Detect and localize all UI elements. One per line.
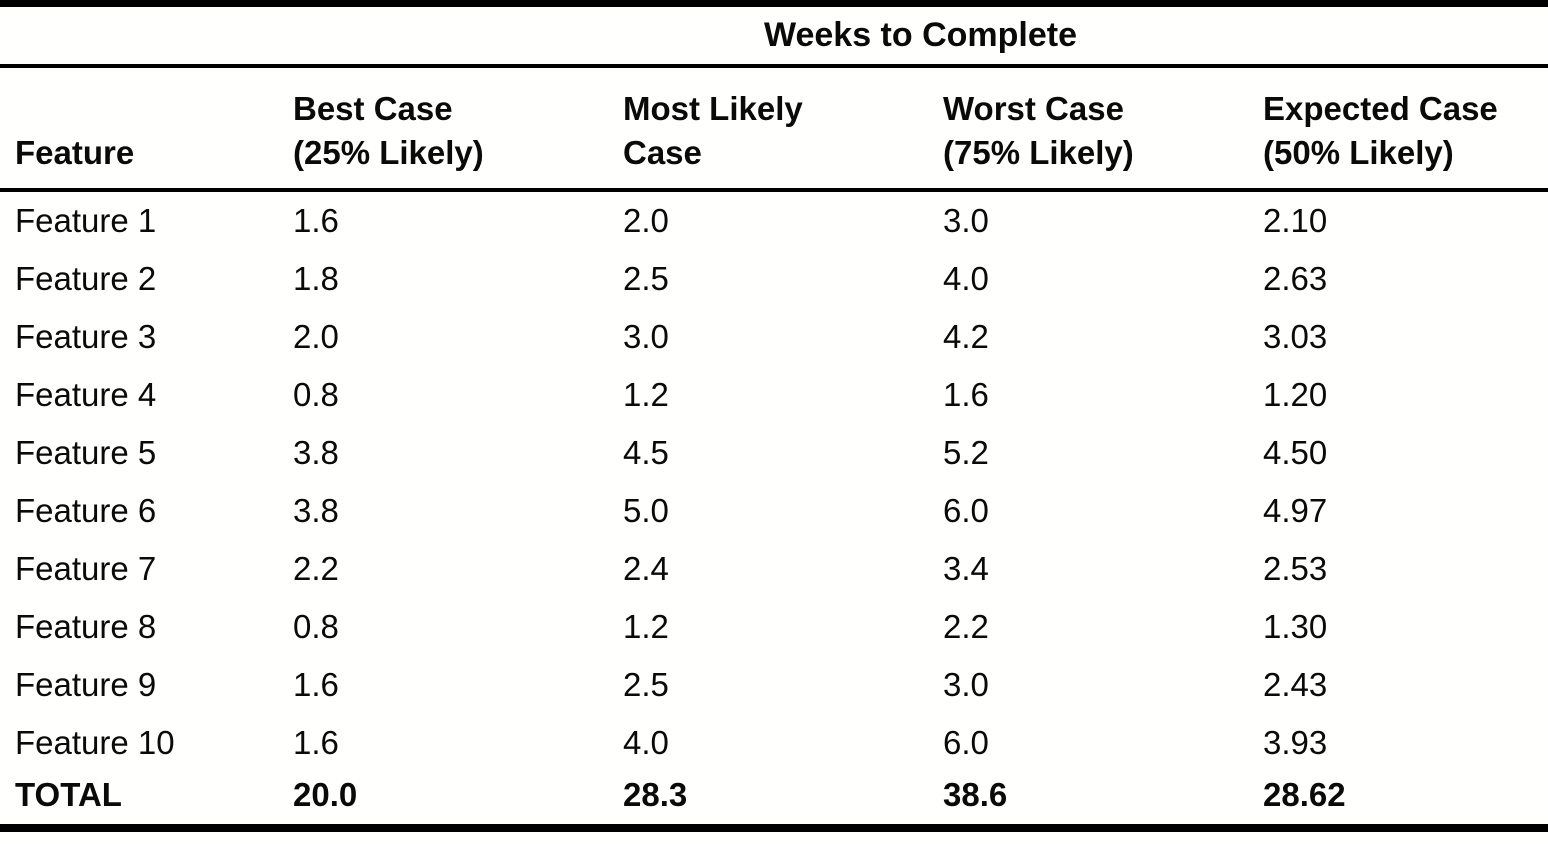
feature-cell: Feature 1 xyxy=(15,202,157,239)
total-row: TOTAL 20.0 28.3 38.6 28.62 xyxy=(0,772,1548,832)
col-header-most-likely-case: Most Likely Case xyxy=(623,66,943,192)
col-header-best-case-line1: Best Case xyxy=(293,89,453,127)
most-likely-cell: 4.5 xyxy=(623,434,669,471)
feature-cell: Feature 3 xyxy=(15,318,157,355)
worst-case-cell: 2.2 xyxy=(943,608,989,645)
feature-cell: Feature 10 xyxy=(15,724,175,761)
total-likely-cell: 28.3 xyxy=(623,772,943,832)
worst-case-cell: 4.2 xyxy=(943,318,989,355)
col-header-best-case: Best Case (25% Likely) xyxy=(293,66,623,192)
table-row: Feature 8 0.8 1.2 2.2 1.30 xyxy=(0,598,1548,656)
worst-case-cell: 3.0 xyxy=(943,666,989,703)
corner-cell xyxy=(0,0,293,68)
table-row: Feature 9 1.6 2.5 3.0 2.43 xyxy=(0,656,1548,714)
feature-cell: Feature 9 xyxy=(15,666,157,703)
total-expected-cell: 28.62 xyxy=(1263,772,1548,832)
most-likely-cell: 2.5 xyxy=(623,666,669,703)
most-likely-cell: 2.5 xyxy=(623,260,669,297)
most-likely-cell: 1.2 xyxy=(623,376,669,413)
col-header-worst-case: Worst Case (75% Likely) xyxy=(943,66,1263,192)
expected-case-cell: 1.30 xyxy=(1263,608,1328,645)
table-row: Feature 2 1.8 2.5 4.0 2.63 xyxy=(0,250,1548,308)
feature-cell: Feature 5 xyxy=(15,434,157,471)
table-row: Feature 1 1.6 2.0 3.0 2.10 xyxy=(0,190,1548,250)
worst-case-cell: 3.0 xyxy=(943,202,989,239)
most-likely-cell: 5.0 xyxy=(623,492,669,529)
worst-case-cell: 1.6 xyxy=(943,376,989,413)
best-case-cell: 0.8 xyxy=(293,376,339,413)
col-header-worst-case-line2: (75% Likely) xyxy=(943,134,1134,172)
col-header-feature-label: Feature xyxy=(15,134,135,172)
spanning-header-row: Weeks to Complete xyxy=(0,0,1548,68)
most-likely-cell: 2.0 xyxy=(623,202,669,239)
col-header-expected-case-line1: Expected Case xyxy=(1263,89,1498,127)
most-likely-cell: 2.4 xyxy=(623,550,669,587)
best-case-cell: 1.6 xyxy=(293,202,339,239)
most-likely-cell: 4.0 xyxy=(623,724,669,761)
table-body: Feature 1 1.6 2.0 3.0 2.10 Feature 2 1.8… xyxy=(0,190,1548,772)
feature-cell: Feature 4 xyxy=(15,376,157,413)
worst-case-cell: 4.0 xyxy=(943,260,989,297)
total-best-cell: 20.0 xyxy=(293,772,623,832)
table-title: Weeks to Complete xyxy=(293,0,1548,68)
expected-case-cell: 4.50 xyxy=(1263,434,1328,471)
worst-case-cell: 5.2 xyxy=(943,434,989,471)
expected-case-cell: 2.43 xyxy=(1263,666,1328,703)
expected-case-cell: 3.93 xyxy=(1263,724,1328,761)
col-header-worst-case-line1: Worst Case xyxy=(943,89,1124,127)
column-header-row: Feature Best Case (25% Likely) Most Like… xyxy=(0,66,1548,192)
total-label-cell: TOTAL xyxy=(0,772,293,832)
col-header-feature: Feature xyxy=(0,66,293,192)
table-row: Feature 7 2.2 2.4 3.4 2.53 xyxy=(0,540,1548,598)
table-row: Feature 10 1.6 4.0 6.0 3.93 xyxy=(0,714,1548,772)
worst-case-cell: 3.4 xyxy=(943,550,989,587)
col-header-most-likely-line2: Case xyxy=(623,134,702,172)
expected-case-cell: 3.03 xyxy=(1263,318,1328,355)
worst-case-cell: 6.0 xyxy=(943,492,989,529)
table-row: Feature 4 0.8 1.2 1.6 1.20 xyxy=(0,366,1548,424)
best-case-cell: 2.0 xyxy=(293,318,339,355)
expected-case-cell: 2.53 xyxy=(1263,550,1328,587)
table-row: Feature 5 3.8 4.5 5.2 4.50 xyxy=(0,424,1548,482)
expected-case-cell: 1.20 xyxy=(1263,376,1328,413)
most-likely-cell: 1.2 xyxy=(623,608,669,645)
table-row: Feature 3 2.0 3.0 4.2 3.03 xyxy=(0,308,1548,366)
feature-cell: Feature 2 xyxy=(15,260,157,297)
best-case-cell: 2.2 xyxy=(293,550,339,587)
feature-cell: Feature 7 xyxy=(15,550,157,587)
feature-cell: Feature 8 xyxy=(15,608,157,645)
expected-case-cell: 4.97 xyxy=(1263,492,1328,529)
col-header-best-case-line2: (25% Likely) xyxy=(293,134,484,172)
col-header-most-likely-line1: Most Likely xyxy=(623,89,803,127)
best-case-cell: 3.8 xyxy=(293,492,339,529)
feature-cell: Feature 6 xyxy=(15,492,157,529)
col-header-expected-case-line2: (50% Likely) xyxy=(1263,134,1454,172)
best-case-cell: 1.6 xyxy=(293,666,339,703)
best-case-cell: 1.6 xyxy=(293,724,339,761)
best-case-cell: 3.8 xyxy=(293,434,339,471)
expected-case-cell: 2.10 xyxy=(1263,202,1328,239)
col-header-expected-case: Expected Case (50% Likely) xyxy=(1263,66,1548,192)
expected-case-cell: 2.63 xyxy=(1263,260,1328,297)
total-worst-cell: 38.6 xyxy=(943,772,1263,832)
table-row: Feature 6 3.8 5.0 6.0 4.97 xyxy=(0,482,1548,540)
worst-case-cell: 6.0 xyxy=(943,724,989,761)
best-case-cell: 1.8 xyxy=(293,260,339,297)
best-case-cell: 0.8 xyxy=(293,608,339,645)
most-likely-cell: 3.0 xyxy=(623,318,669,355)
